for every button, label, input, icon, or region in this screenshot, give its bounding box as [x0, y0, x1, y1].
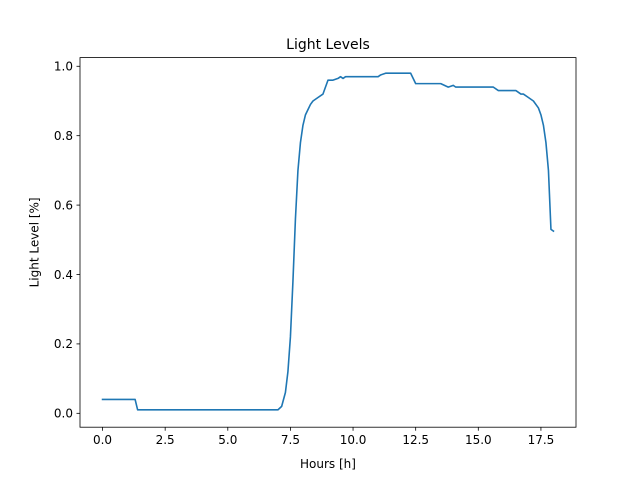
x-tick-label: 17.5 [528, 433, 555, 447]
x-tick-label: 10.0 [340, 433, 367, 447]
y-tick-label: 1.0 [54, 60, 73, 74]
x-axis-label: Hours [h] [300, 457, 356, 471]
y-tick-label: 0.8 [54, 129, 73, 143]
series-line-0 [101, 72, 555, 411]
x-tick-label: 0.0 [93, 433, 112, 447]
y-tick-label: 0.2 [54, 337, 73, 351]
y-tick-label: 0.6 [54, 198, 73, 212]
x-tick-label: 2.5 [156, 433, 175, 447]
chart-title: Light Levels [286, 37, 370, 53]
y-axis-label: Light Level [%] [28, 197, 42, 287]
x-tick-label: 15.0 [465, 433, 492, 447]
plot-frame [79, 57, 577, 428]
x-tick-label: 12.5 [402, 433, 429, 447]
x-tick-label: 7.5 [281, 433, 300, 447]
x-tick-label: 5.0 [218, 433, 237, 447]
y-tick-label: 0.0 [54, 407, 73, 421]
y-tick-label: 0.4 [54, 268, 73, 282]
